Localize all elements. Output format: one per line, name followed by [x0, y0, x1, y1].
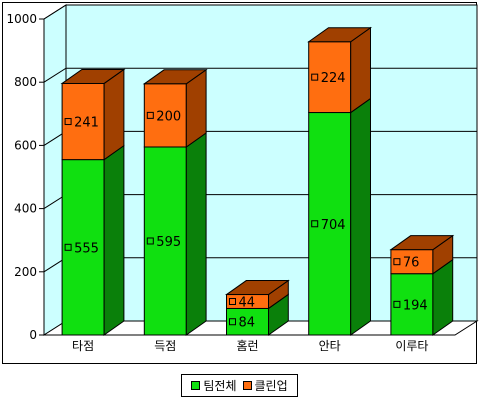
legend-item-series-0: 팀전체: [191, 377, 237, 394]
gridline-5: [43, 4, 477, 20]
y-tick-label-5: 1000: [6, 12, 37, 26]
data-label-marker-0-series-0: [64, 243, 72, 251]
data-label-3-series-0: 704: [321, 218, 346, 233]
data-label-4-series-1: 76: [403, 256, 420, 271]
data-label-0-series-1: 241: [74, 116, 99, 131]
bar-top-4: [389, 235, 455, 251]
data-label-0-series-0: 555: [74, 241, 99, 256]
legend-swatch-series-0: [191, 381, 201, 390]
bar-side-0-series-0: [103, 144, 125, 336]
bar-side-1-series-0: [185, 132, 207, 336]
bar-top-0: [60, 68, 126, 84]
y-tick-label-2: 400: [14, 202, 37, 216]
y-tick-label-3: 600: [14, 138, 37, 152]
bar-front-3-series-0: [308, 112, 352, 336]
x-tick-label-4: 이루타: [395, 339, 428, 353]
data-label-1-series-0: 595: [156, 235, 181, 250]
x-tick-label-0: 타점: [72, 339, 94, 353]
y-tick-label-1: 200: [14, 265, 37, 279]
x-tick-label-1: 득점: [154, 339, 176, 353]
data-label-3-series-1: 224: [321, 71, 346, 86]
bar-front-2-series-0: [226, 307, 269, 336]
stacked-bar-chart: 0 200 400 600 800 1000 555 241 타점 595 200 득점 84 44 홈런 7…: [6, 4, 479, 353]
legend-label-series-0: 팀전체: [203, 379, 237, 393]
bar-front-1-series-0: [143, 146, 187, 336]
data-label-marker-0-series-1: [64, 118, 72, 126]
data-label-marker-4-series-0: [393, 300, 401, 308]
data-label-2-series-1: 44: [239, 296, 256, 311]
legend-swatch-series-1: [242, 381, 252, 390]
x-tick-label-3: 안타: [319, 339, 341, 353]
data-label-marker-1-series-0: [146, 237, 154, 245]
data-label-marker-1-series-1: [146, 111, 154, 119]
data-label-marker-2-series-1: [229, 298, 236, 306]
bar-top-1: [142, 69, 208, 85]
data-label-1-series-1: 200: [156, 109, 181, 124]
bar-front-1-series-1: [143, 83, 187, 148]
data-label-marker-2-series-0: [229, 318, 236, 326]
y-tick-label-0: 0: [29, 328, 37, 342]
data-label-4-series-0: 194: [403, 298, 428, 313]
y-tick-label-4: 800: [14, 75, 37, 89]
legend-item-series-1: 클린업: [242, 377, 288, 394]
bar-front-0-series-1: [61, 82, 105, 161]
bar-front-3-series-1: [308, 41, 352, 114]
bar-side-3-series-1: [350, 26, 371, 114]
bar-front-4-series-0: [390, 273, 434, 336]
bar-top-3: [307, 27, 373, 43]
x-tick-label-2: 홈런: [236, 339, 258, 353]
bar-top-2: [224, 280, 290, 296]
data-label-marker-3-series-1: [311, 73, 319, 81]
legend-label-series-1: 클린업: [254, 379, 288, 393]
data-label-2-series-0: 84: [239, 316, 256, 331]
data-label-marker-3-series-0: [311, 220, 319, 228]
bar-side-3-series-0: [350, 97, 371, 336]
data-label-marker-4-series-1: [393, 258, 401, 266]
bar-side-0-series-1: [103, 68, 125, 161]
bar-front-4-series-1: [390, 249, 434, 275]
legend: 팀전체 클린업: [181, 374, 298, 397]
